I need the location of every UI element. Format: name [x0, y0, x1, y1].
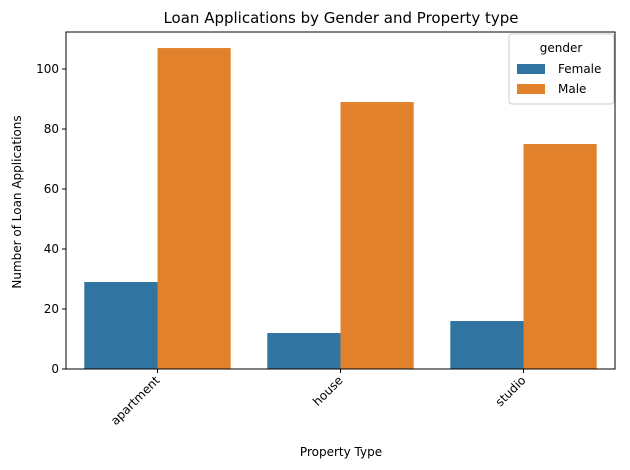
y-axis-label: Number of Loan Applications	[10, 115, 24, 288]
y-tick-label: 0	[51, 362, 59, 376]
x-tick-label-apartment: apartment	[108, 373, 163, 428]
bar-male-apartment	[157, 48, 231, 370]
bar-female-studio	[450, 321, 524, 369]
bar-female-house	[267, 333, 341, 369]
legend-swatch-female	[517, 64, 545, 74]
legend-title: gender	[540, 41, 583, 55]
legend: gender Female Male	[508, 33, 615, 105]
bar-male-house	[340, 102, 414, 369]
x-axis-label: Property Type	[300, 445, 382, 459]
legend-items: Female Male	[517, 62, 601, 96]
legend-swatch-male	[517, 84, 545, 94]
y-tick-label: 20	[44, 302, 59, 316]
y-tick-label: 60	[44, 182, 59, 196]
y-tick-label: 40	[44, 242, 59, 256]
y-tick-label: 80	[44, 122, 59, 136]
bar-female-apartment	[84, 282, 158, 369]
y-tick-label: 100	[36, 62, 59, 76]
x-tick-label-house: house	[310, 373, 345, 408]
legend-label-male: Male	[558, 82, 586, 96]
chart-title: Loan Applications by Gender and Property…	[163, 9, 518, 27]
x-tick-label-studio: studio	[493, 373, 529, 409]
bar-male-studio	[523, 144, 597, 369]
legend-label-female: Female	[558, 62, 601, 76]
